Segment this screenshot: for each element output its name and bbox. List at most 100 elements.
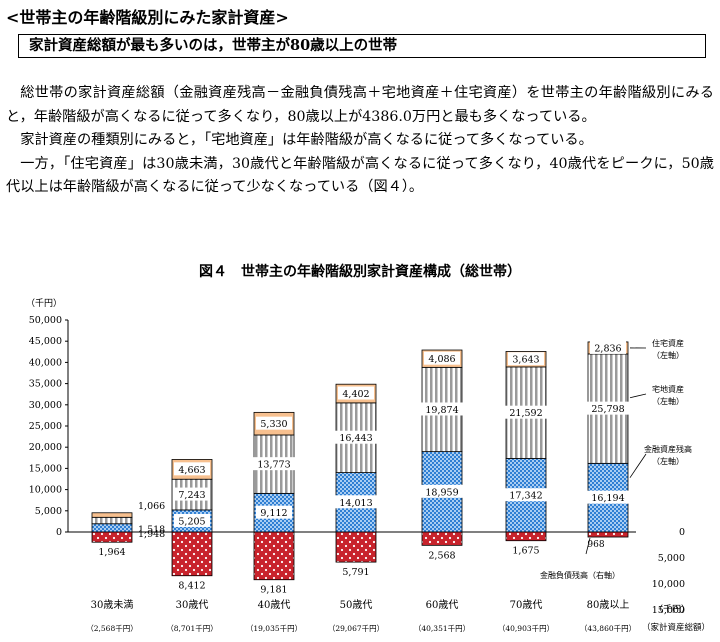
- data-label-bg: [587, 490, 629, 504]
- bar-debt: [587, 531, 629, 538]
- left-tick-label: 20,000: [29, 442, 62, 453]
- data-label-land: 7,243: [178, 490, 205, 501]
- data-label-land: 1,518: [138, 525, 165, 536]
- data-label-housing: 3,643: [512, 355, 539, 366]
- data-label-bg: [587, 401, 629, 415]
- data-label-financial: 9,112: [260, 508, 287, 519]
- annotation-debt: 金融負債残高（右軸）: [540, 570, 620, 580]
- right-tick-label: 15,000: [652, 605, 685, 616]
- data-label-bg: [253, 457, 295, 471]
- bar-housing: [91, 512, 133, 518]
- category-label: 50歳代: [340, 599, 373, 611]
- right-tick-label: 0: [679, 527, 685, 538]
- paragraph-2: 家計資産の種類別にみると，「宅地資産」は年齢階級が高くなるに従って多くなっている…: [20, 132, 593, 148]
- total-label: （29,067千円）: [328, 623, 384, 633]
- right-tick-label: 10,000: [652, 579, 685, 590]
- data-label-bg: [174, 487, 210, 501]
- annotation-housing-axis: （左軸）: [652, 350, 684, 360]
- data-label-bg: [505, 405, 547, 419]
- data-label-bg: [508, 352, 544, 366]
- left-tick-label: 45,000: [29, 336, 62, 347]
- paragraph-3: 一方，「住宅資産」は30歳未満，30歳代と年齢階級が高くなるに従って多くなり，4…: [6, 155, 714, 196]
- total-label: （40,351千円）: [414, 623, 470, 633]
- total-label: （19,035千円）: [246, 623, 302, 633]
- total-label: （40,903千円）: [498, 623, 554, 633]
- data-label-debt: 5,791: [342, 567, 369, 578]
- data-label-land: 19,874: [425, 405, 458, 416]
- category-label: 70歳代: [510, 599, 543, 611]
- total-label: （8,701千円）: [166, 623, 217, 633]
- left-axis-unit: （千円）: [26, 298, 62, 309]
- summary-box: 家計資産総額が最も多いのは，世帯主が80歳以上の世帯: [18, 34, 706, 58]
- data-label-housing: 1,066: [138, 501, 165, 512]
- data-label-financial: 18,959: [425, 487, 458, 498]
- data-label-bg: [338, 386, 374, 400]
- data-label-land: 21,592: [509, 408, 542, 419]
- paragraph-1: 総世帯の家計資産総額（金融資産残高－金融負債残高＋宅地資産＋住宅資産）を世帯主の…: [6, 85, 714, 125]
- total-label: （2,568千円）: [86, 623, 137, 633]
- data-label-debt: 1,675: [512, 546, 539, 557]
- annotation-leader: [629, 453, 647, 478]
- data-label-housing: 4,402: [342, 389, 369, 400]
- data-label-financial: 5,205: [178, 516, 205, 527]
- asset-composition-chart: 図４ 世帯主の年齢階級別家計資産構成（総世帯） （千円） （千円） （家計資産総…: [26, 263, 710, 633]
- chart-title: 図４ 世帯主の年齢階級別家計資産構成（総世帯）: [199, 263, 521, 280]
- data-label-bg: [590, 340, 626, 354]
- left-tick-label: 10,000: [29, 485, 62, 496]
- category-label: 40歳代: [258, 599, 291, 611]
- section-heading: <世帯主の年齢階級別にみた家計資産>: [6, 8, 289, 27]
- left-tick-label: 30,000: [29, 400, 62, 411]
- category-label: 30歳代: [176, 599, 209, 611]
- category-label: 30歳未満: [91, 599, 134, 611]
- annotation-leader: [629, 393, 647, 399]
- data-label-bg: [256, 416, 292, 430]
- right-axis-note: （家計資産総額）: [642, 622, 710, 633]
- data-label-financial: 14,013: [339, 498, 372, 509]
- bar-debt: [421, 531, 463, 546]
- data-label-bg: [421, 402, 463, 416]
- body-text: 総世帯の家計資産総額（金融資産残高－金融負債残高＋宅地資産＋住宅資産）を世帯主の…: [6, 82, 714, 200]
- left-tick-label: 25,000: [29, 421, 62, 432]
- data-label-housing: 2,836: [594, 343, 621, 354]
- annotation-financial: 金融資産残高: [644, 444, 692, 454]
- data-label-housing: 5,330: [260, 419, 287, 430]
- data-label-bg: [424, 351, 460, 365]
- data-label-debt: 2,568: [428, 550, 455, 561]
- annotation-land-axis: （左軸）: [652, 396, 684, 406]
- left-tick-label: 0: [56, 527, 62, 538]
- right-axis-unit: （千円）: [654, 604, 690, 615]
- left-tick-label: 15,000: [29, 463, 62, 474]
- bar-debt: [335, 531, 377, 563]
- category-label: 60歳代: [426, 599, 459, 611]
- annotation-financial-axis: （左軸）: [652, 456, 684, 466]
- data-label-land: 13,773: [257, 460, 290, 471]
- data-label-bg: [505, 488, 547, 502]
- plot-area: 0 5,000 10,000 15,000 20,000 25,000 30,000 35,0…: [29, 315, 692, 633]
- data-label-housing: 4,086: [428, 354, 455, 365]
- data-label-bg: [174, 462, 210, 476]
- left-tick-label: 50,000: [29, 315, 62, 326]
- bar-debt: [171, 531, 213, 577]
- data-label-housing: 4,663: [178, 465, 205, 476]
- data-label-bg: [335, 430, 377, 444]
- data-label-financial: 1,948: [138, 529, 165, 540]
- bar-debt: [91, 531, 133, 543]
- left-tick-label: 35,000: [29, 379, 62, 390]
- right-tick-label: 5,000: [658, 553, 685, 564]
- data-label-bg: [256, 505, 292, 519]
- data-label-financial: 17,342: [509, 491, 542, 502]
- bar-financial: [91, 523, 133, 533]
- bar-debt: [253, 531, 295, 581]
- data-label-debt: 9,181: [260, 585, 287, 596]
- annotation-housing: 住宅資産: [652, 338, 684, 348]
- annotation-leader: [585, 537, 591, 555]
- data-label-financial: 16,194: [591, 493, 624, 504]
- bar-land: [91, 516, 133, 525]
- bar-debt: [505, 531, 547, 542]
- total-label: （43,860千円）: [580, 623, 636, 633]
- data-label-bg: [421, 484, 463, 498]
- data-label-debt: 8,412: [178, 581, 205, 592]
- data-label-debt: 1,964: [98, 547, 125, 558]
- data-label-bg: [335, 495, 377, 509]
- category-label: 80歳以上: [587, 599, 630, 611]
